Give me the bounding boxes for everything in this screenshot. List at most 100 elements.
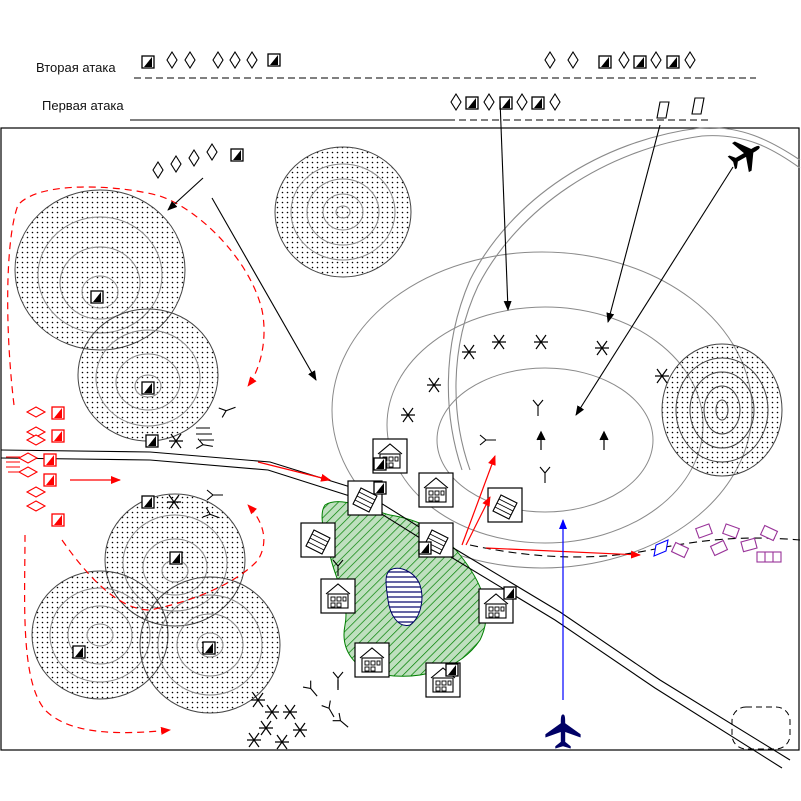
fork-icon	[206, 489, 224, 501]
tank-icon	[141, 495, 155, 509]
obstacle-icon	[491, 334, 507, 350]
diamond-icon	[516, 93, 528, 111]
diamond-icon	[188, 149, 200, 167]
lake-hatching	[386, 568, 422, 626]
diamond-icon	[229, 51, 241, 69]
hill-north-center	[274, 146, 412, 278]
diamond-icon	[152, 161, 164, 179]
legend-second-attack: Вторая атака	[36, 51, 756, 79]
tank-icon	[633, 55, 647, 69]
building-icon	[300, 522, 336, 558]
tank-icon	[418, 541, 432, 555]
obstacle-icon	[292, 722, 308, 738]
first-attack-label: Первая атака	[42, 98, 124, 113]
tank-icon	[499, 96, 513, 110]
fork-icon	[539, 466, 551, 484]
obstacle-icon	[274, 734, 290, 750]
building-icon	[487, 487, 523, 523]
black-attack-arrows	[167, 99, 734, 416]
tank-icon	[43, 453, 57, 467]
main-road	[0, 449, 791, 769]
column-east	[653, 523, 782, 563]
fork-icon	[532, 399, 544, 417]
obstacle-icon	[461, 344, 477, 360]
tank-icon	[598, 55, 612, 69]
fork-icon	[302, 680, 322, 700]
tank-icon	[503, 586, 517, 600]
tank-icon	[43, 473, 57, 487]
tank-icon	[141, 381, 155, 395]
obstacle-icon	[426, 377, 442, 393]
obstacle-icon	[282, 704, 298, 720]
tank-icon	[90, 290, 104, 304]
tank-icon	[202, 641, 216, 655]
diamond-icon	[246, 51, 258, 69]
fork-icon	[218, 402, 238, 418]
diamond-icon	[549, 93, 561, 111]
tank-icon	[465, 96, 479, 110]
obstacle-icon	[258, 720, 274, 736]
aircraft-icon	[545, 714, 581, 749]
obstacle-icon	[246, 732, 262, 748]
tank-icon	[51, 406, 65, 420]
tank-icon	[51, 513, 65, 527]
diamond-icon	[18, 452, 38, 464]
tank-icon	[373, 457, 387, 471]
group-northwest	[152, 143, 244, 179]
parallelogram-icon	[691, 97, 705, 115]
hill-west-middle	[77, 308, 219, 442]
diamond-icon	[567, 51, 579, 69]
red-dashed-routes	[7, 186, 265, 735]
building-icon	[418, 472, 454, 508]
diamond-icon	[18, 466, 38, 478]
parallelogram-icon	[656, 101, 670, 119]
diamond-icon	[544, 51, 556, 69]
tank-icon	[51, 429, 65, 443]
diamond-icon	[212, 51, 224, 69]
tank-icon	[72, 645, 86, 659]
obstacle-icon	[533, 334, 549, 350]
tank-icon	[373, 481, 387, 495]
obstacle-icon	[594, 340, 610, 356]
map-frame	[0, 127, 800, 751]
diamond-icon	[684, 51, 696, 69]
tank-icon	[267, 53, 281, 67]
red-force-west	[6, 406, 65, 527]
fork-icon	[332, 712, 352, 732]
diamond-icon	[26, 406, 46, 418]
fork-icon	[195, 438, 215, 452]
diamond-icon	[166, 51, 178, 69]
fork-icon	[479, 434, 497, 446]
diamond-icon	[26, 434, 46, 446]
diamond-icon	[184, 51, 196, 69]
diamond-icon	[450, 93, 462, 111]
red-artillery-icon	[6, 456, 20, 473]
dashed-track	[469, 537, 801, 558]
tank-icon	[445, 663, 459, 677]
second-attack-label: Вторая атака	[36, 60, 116, 75]
diamond-icon	[206, 143, 218, 161]
legend-first-attack: Первая атака	[42, 93, 712, 121]
diamond-icon	[618, 51, 630, 69]
diamond-icon	[483, 93, 495, 111]
hill-east	[661, 343, 783, 477]
tank-icon	[169, 551, 183, 565]
tank-icon	[230, 148, 244, 162]
diamond-icon	[170, 155, 182, 173]
tank-icon	[145, 434, 159, 448]
dashed-position	[731, 706, 791, 750]
diamond-icon	[26, 486, 46, 498]
artillery-symbols	[196, 427, 609, 690]
diamond-icon	[26, 500, 46, 512]
building-icon	[354, 642, 390, 678]
secondary-roads	[447, 127, 801, 471]
tank-icon	[666, 55, 680, 69]
building-icon	[320, 578, 356, 614]
fork-icon	[321, 700, 339, 720]
obstacle-icon	[400, 407, 416, 423]
obstacle-icon	[654, 368, 670, 384]
tank-icon	[531, 96, 545, 110]
diamond-icon	[650, 51, 662, 69]
obstacle-icon	[264, 704, 280, 720]
